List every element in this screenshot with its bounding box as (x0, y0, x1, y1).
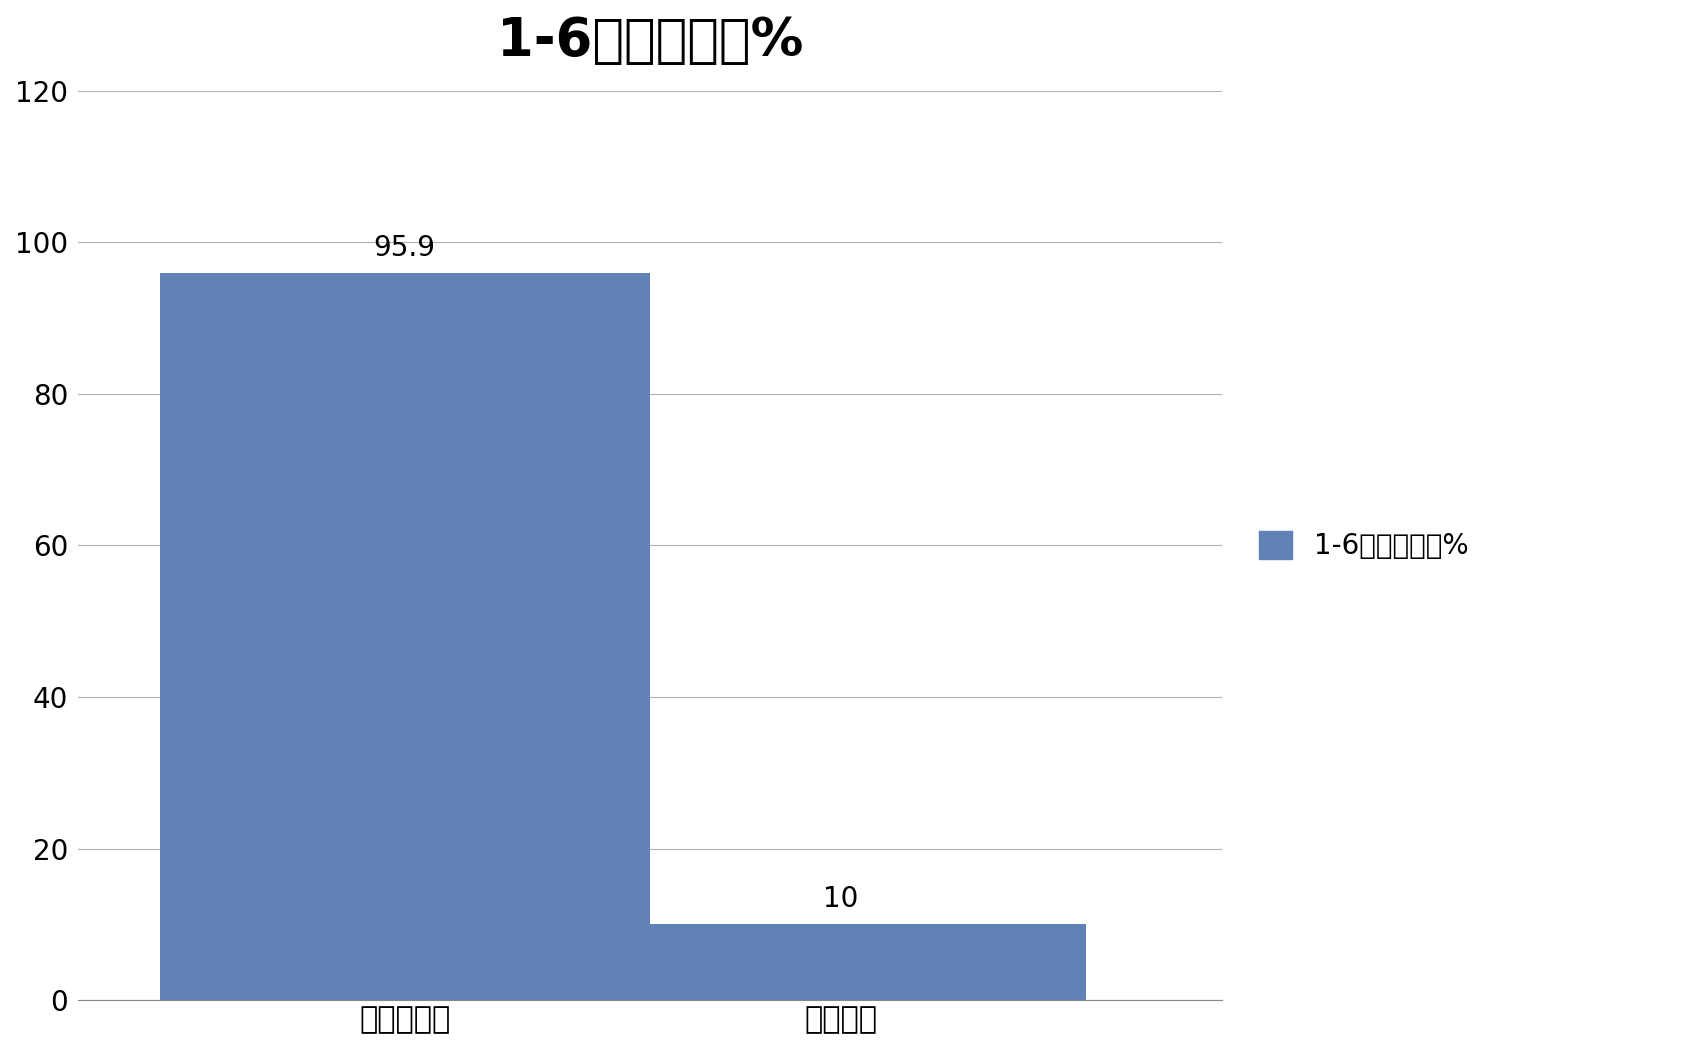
Bar (595, 924, 1084, 1000)
Title: 1-6月累计同比%: 1-6月累计同比% (497, 15, 802, 67)
Text: 95.9: 95.9 (373, 234, 436, 262)
Text: 10: 10 (823, 885, 858, 913)
Bar (159, 274, 650, 1000)
Legend: 1-6月累计同比%: 1-6月累计同比% (1258, 531, 1468, 560)
